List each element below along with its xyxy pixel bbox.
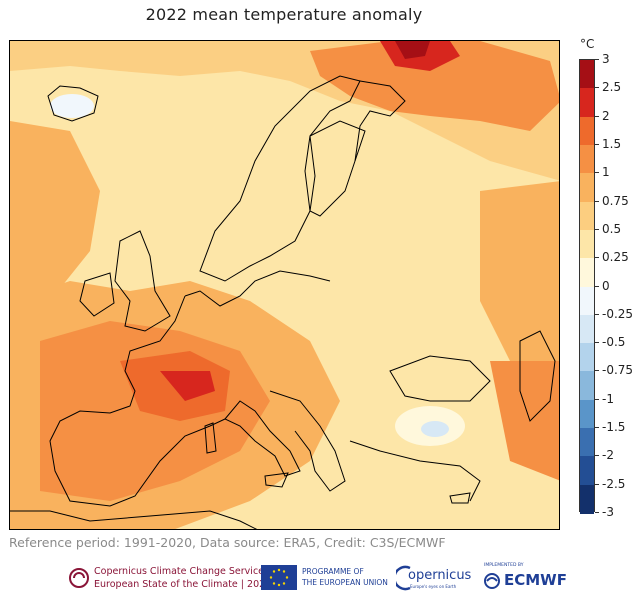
colorbar-tick-mark bbox=[595, 427, 599, 429]
colorbar-tick-mark bbox=[595, 200, 599, 202]
colorbar-tick-mark bbox=[595, 483, 599, 485]
colorbar-segment bbox=[580, 399, 594, 429]
coast-ireland bbox=[79, 272, 115, 317]
colorbar-segment bbox=[580, 201, 594, 231]
colorbar-tick-label: -0.25 bbox=[602, 306, 634, 321]
coast-north-africa bbox=[10, 510, 258, 529]
ecmwf-wordmark: ECMWF bbox=[504, 571, 567, 589]
colorbar-segment bbox=[580, 286, 594, 316]
copernicus-tagline: Europe's eyes on Earth bbox=[410, 584, 457, 589]
colorbar-segment bbox=[580, 484, 594, 514]
colorbar-tick-label: -0.5 bbox=[602, 335, 626, 350]
copernicus-logo-block[interactable]: opernicus Europe's eyes on Earth bbox=[396, 562, 471, 594]
colorbar-unit: °C bbox=[580, 37, 595, 51]
colorbar bbox=[579, 59, 595, 514]
anomaly-zone-iceland bbox=[50, 94, 94, 118]
temperature-anomaly-map bbox=[9, 40, 560, 530]
anomaly-zone-caspian bbox=[490, 361, 559, 481]
coast-west-europe bbox=[49, 295, 226, 507]
colorbar-tick-mark bbox=[595, 172, 599, 174]
coast-finland bbox=[309, 120, 366, 217]
colorbar-tick-mark bbox=[595, 228, 599, 230]
coastlines bbox=[10, 75, 556, 529]
coast-turkey bbox=[349, 440, 481, 502]
coast-sardinia bbox=[204, 422, 217, 454]
colorbar-tick-label: 0.5 bbox=[602, 221, 622, 236]
coast-black-sea bbox=[389, 355, 491, 402]
coast-sicily bbox=[264, 472, 289, 488]
colorbar-tick-label: -0.75 bbox=[602, 363, 634, 378]
ecmwf-swirl-icon bbox=[484, 573, 500, 589]
colorbar-tick-mark bbox=[595, 370, 599, 372]
eu-flag-icon bbox=[261, 565, 297, 590]
anomaly-zone-france-peak bbox=[160, 371, 215, 401]
colorbar-tick-mark bbox=[595, 285, 599, 287]
colorbar-segment bbox=[580, 173, 594, 203]
colorbar-tick-label: -2.5 bbox=[602, 476, 626, 491]
colorbar-tick-label: 3 bbox=[602, 52, 610, 66]
colorbar-segment bbox=[580, 144, 594, 174]
chart-title: 2022 mean temperature anomaly bbox=[145, 5, 423, 24]
copernicus-wordmark: opernicus bbox=[408, 568, 472, 583]
footer-logos: Copernicus Climate Change Service Europe… bbox=[0, 560, 639, 596]
colorbar-tick-mark bbox=[595, 398, 599, 400]
ecmwf-logo-block[interactable]: IMPLEMENTED BY ECMWF bbox=[480, 562, 570, 594]
colorbar-tick-mark bbox=[595, 143, 599, 145]
eu-text-line2: THE EUROPEAN UNION bbox=[302, 578, 388, 587]
colorbar-tick-label: -2 bbox=[602, 448, 614, 463]
coast-north-sea bbox=[184, 270, 331, 307]
coast-cyprus bbox=[449, 492, 471, 504]
eu-logo-block[interactable]: PROGRAMME OF THE EUROPEAN UNION bbox=[261, 564, 391, 592]
colorbar-segment bbox=[580, 229, 594, 259]
coast-italy bbox=[224, 400, 301, 477]
coast-britain bbox=[114, 230, 171, 332]
colorbar-segment bbox=[580, 314, 594, 344]
coast-scandinavia bbox=[199, 75, 361, 282]
anomaly-zone-russia-peak bbox=[395, 41, 430, 59]
anomaly-zone-atlantic bbox=[10, 121, 100, 311]
colorbar-segment bbox=[580, 343, 594, 372]
reference-note: Reference period: 1991-2020, Data source… bbox=[9, 535, 446, 550]
colorbar-tick-mark bbox=[595, 512, 599, 513]
colorbar-tick-label: 0.75 bbox=[602, 193, 629, 208]
colorbar-tick-mark bbox=[595, 115, 599, 117]
colorbar-tick-mark bbox=[595, 257, 599, 259]
colorbar-tick-mark bbox=[595, 59, 599, 60]
anomaly-zone-russia bbox=[310, 41, 559, 131]
colorbar-segment bbox=[580, 60, 594, 89]
colorbar-tick-mark bbox=[595, 342, 599, 344]
c3s-title: Copernicus Climate Change Service bbox=[94, 566, 265, 577]
ecmwf-implemented-by: IMPLEMENTED BY bbox=[484, 563, 524, 568]
colorbar-tick-label: 1 bbox=[602, 165, 610, 180]
anomaly-zone-turkey-cool bbox=[421, 421, 449, 437]
colorbar-tick-mark bbox=[595, 313, 599, 315]
colorbar-tick-label: 1.5 bbox=[602, 136, 622, 151]
colorbar-tick-label: 0 bbox=[602, 278, 610, 293]
colorbar-tick-mark bbox=[595, 455, 599, 457]
colorbar-tick-label: -3 bbox=[602, 505, 614, 519]
colorbar-segment bbox=[580, 456, 594, 486]
colorbar-tick-mark bbox=[595, 87, 599, 89]
c3s-swirl-icon bbox=[69, 568, 89, 588]
colorbar-tick-label: -1 bbox=[602, 391, 614, 406]
copernicus-c-icon bbox=[396, 565, 411, 591]
coast-kola bbox=[354, 80, 406, 162]
colorbar-tick-label: 0.25 bbox=[602, 250, 629, 265]
coast-caspian bbox=[519, 330, 556, 422]
c3s-logo-block[interactable]: Copernicus Climate Change Service Europe… bbox=[68, 564, 271, 594]
colorbar-segment bbox=[580, 258, 594, 287]
colorbar-segment bbox=[580, 371, 594, 401]
anomaly-zone-east bbox=[480, 181, 559, 371]
map-svg bbox=[10, 41, 559, 529]
colorbar-segment bbox=[580, 88, 594, 118]
coast-balkans bbox=[269, 390, 346, 492]
colorbar-segment bbox=[580, 428, 594, 457]
colorbar-tick-label: 2 bbox=[602, 108, 610, 123]
colorbar-segment bbox=[580, 116, 594, 146]
coast-iceland bbox=[47, 85, 99, 122]
eu-text-line1: PROGRAMME OF bbox=[302, 567, 364, 576]
colorbar-tick-label: -1.5 bbox=[602, 420, 626, 435]
colorbar-tick-label: 2.5 bbox=[602, 80, 622, 95]
c3s-subtitle: European State of the Climate | 2022 bbox=[94, 579, 272, 590]
